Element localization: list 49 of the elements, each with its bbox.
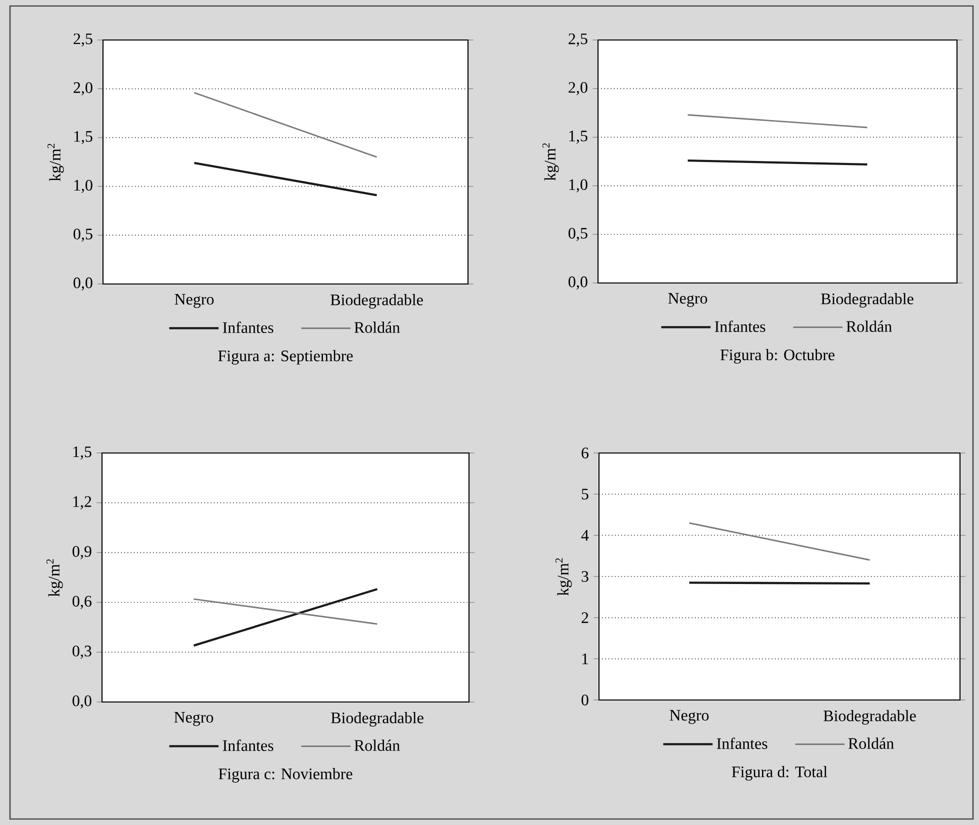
y-tick-label: 0,9 — [72, 546, 92, 560]
y-axis-title: kg/m$^{2}$ — [46, 559, 63, 597]
y-tick-label: 4 — [581, 530, 589, 541]
x-tick-label: Negro — [174, 712, 214, 726]
y-tick-label: 1,0 — [569, 179, 588, 192]
legend-label: Roldán — [354, 322, 400, 333]
y-tick-label: 1,2 — [73, 496, 92, 510]
y-tick-label: 6 — [582, 448, 588, 458]
x-tick-label: Biodegradable — [331, 712, 424, 727]
y-tick-label: 3 — [582, 571, 588, 582]
y-tick-label: 2 — [582, 612, 588, 623]
y-tick-label: 0,5 — [568, 228, 588, 241]
y-tick-label: 0,3 — [72, 646, 92, 659]
x-tick-label: Negro — [174, 294, 214, 308]
text: Figura d: Total — [732, 766, 828, 781]
y-tick-label: 0,0 — [568, 276, 588, 290]
x-tick-label: Negro — [670, 710, 709, 724]
y-axis-title: kg/m$^{2}$ — [47, 144, 64, 182]
legend-label: Infantes — [714, 320, 766, 332]
text: Figura b: Octubre — [720, 349, 834, 364]
y-tick-label: 0 — [582, 694, 588, 706]
y-tick-label: 2,0 — [568, 82, 588, 96]
y-tick-label: 0,6 — [72, 596, 92, 609]
y-tick-label: 0,5 — [74, 228, 92, 242]
y-tick-label: 5 — [582, 488, 588, 500]
legend-label: Roldán — [846, 320, 892, 332]
y-axis-title: kg/m$^{2}$ — [542, 143, 559, 181]
y-tick-label: 2,0 — [74, 82, 92, 96]
x-tick-label: Biodegradable — [821, 293, 914, 308]
x-tick-label: Biodegradable — [824, 710, 916, 725]
y-tick-label: 1,5 — [569, 130, 588, 144]
y-tick-label: 2,5 — [74, 33, 92, 47]
legend-label: Roldán — [354, 740, 400, 751]
y-tick-label: 1 — [582, 654, 588, 664]
legend-label: Infantes — [222, 740, 274, 751]
text: Figura c: Noviembre — [218, 768, 352, 783]
y-tick-label: 1,5 — [73, 446, 92, 460]
text: Figura a: Septiembre — [218, 350, 353, 365]
x-tick-label: Biodegradable — [330, 294, 423, 309]
y-tick-label: 0,0 — [72, 695, 92, 709]
y-tick-label: 2,5 — [568, 33, 588, 47]
y-tick-label: 0,0 — [74, 277, 92, 291]
y-tick-label: 1,0 — [74, 180, 92, 193]
y-tick-label: 1,5 — [74, 131, 92, 144]
legend-label: Infantes — [716, 738, 768, 749]
legend-label: Roldán — [848, 738, 894, 749]
y-axis-title: kg/m$^{2}$ — [555, 558, 572, 596]
x-tick-label: Negro — [668, 293, 708, 307]
legend-label: Infantes — [222, 322, 274, 334]
